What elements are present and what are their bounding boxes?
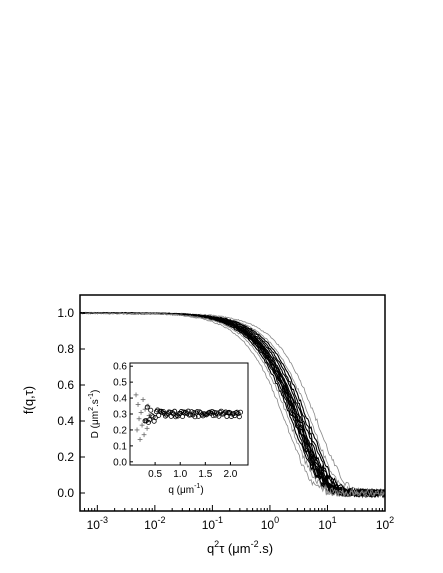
inset-cross-point	[134, 427, 140, 433]
main-x-axis-label: q2τ (μm-2.s)	[207, 539, 273, 556]
inset: 0.0 0.1 0.2 0.3 0.4 0.5 0.6 0.5 1.0 1.5 2.0 D (μm…	[88, 362, 249, 496]
main-x-tick-label: 10-2	[144, 515, 165, 532]
inset-cross-point	[133, 392, 139, 398]
main-x-tick-label: 100	[261, 515, 279, 532]
main-x-axis: 10-3 10-2 10-1 100 101 102	[79, 505, 394, 532]
inset-cross-point	[145, 403, 151, 409]
inset-y-tick-label: 0.5	[113, 378, 127, 389]
inset-x-axis: 0.5 1.0 1.5 2.0	[148, 462, 238, 480]
inset-circle-point	[187, 412, 193, 418]
inset-circle-point	[236, 414, 242, 420]
inset-points	[133, 392, 243, 442]
main-curve	[79, 312, 386, 498]
inset-circle-point	[152, 415, 158, 421]
inset-y-axis: 0.0 0.1 0.2 0.3 0.4 0.5 0.6	[113, 362, 133, 468]
inset-cross-point	[137, 437, 143, 442]
inset-y-tick-label: 0.3	[113, 410, 127, 421]
inset-cross-point	[138, 410, 144, 415]
inset-x-tick-label: 1.0	[173, 469, 187, 480]
inset-y-axis-label: D (μm2.s-1)	[88, 390, 101, 439]
inset-circle-point	[148, 407, 154, 413]
inset-circle-point	[173, 414, 179, 420]
main-y-axis-label: f(q,τ)	[21, 386, 36, 414]
main-y-tick-label: 1.0	[57, 306, 74, 320]
inset-circle-point	[147, 417, 153, 423]
inset-circle-point	[144, 404, 150, 410]
inset-circle-point	[189, 409, 195, 415]
inset-y-tick-label: 0.4	[113, 394, 127, 405]
inset-circle-point	[180, 414, 186, 420]
inset-cross-point	[136, 416, 142, 422]
inset-circle-point	[234, 409, 240, 415]
main-x-tick-label: 10-3	[87, 515, 108, 532]
main-plot-frame	[79, 294, 386, 512]
main-x-tick-label: 102	[376, 515, 394, 532]
inset-cross-point	[146, 413, 152, 418]
main-y-tick-label: 0.4	[57, 414, 74, 428]
inset-cross-point	[141, 432, 147, 438]
inset-x-tick-label: 2.0	[223, 469, 237, 480]
main-y-axis: 0.0 0.2 0.4 0.6 0.8 1.0	[57, 306, 85, 500]
inset-cross-point	[140, 397, 146, 403]
main-x-tick-label: 101	[318, 515, 336, 532]
inset-x-axis-label: q (μm-1)	[168, 483, 203, 496]
main-y-tick-label: 0.0	[57, 486, 74, 500]
inset-circle-point	[158, 408, 164, 414]
inset-y-tick-label: 0.1	[113, 441, 127, 452]
main-x-tick-label: 10-1	[202, 515, 223, 532]
inset-circle-point	[194, 409, 200, 415]
inset-circle-point	[237, 409, 243, 415]
main-curves	[79, 311, 386, 499]
main-y-tick-label: 0.6	[57, 378, 74, 392]
inset-circle-point	[223, 409, 229, 415]
inset-y-tick-label: 0.2	[113, 425, 127, 436]
inset-cross-point	[135, 402, 141, 407]
inset-circle-point	[222, 410, 228, 416]
inset-y-tick-label: 0.6	[113, 362, 127, 373]
inset-circle-point	[210, 413, 216, 419]
inset-cross-point	[139, 422, 145, 428]
inset-cross-point	[144, 425, 150, 431]
inset-circle-point	[172, 408, 178, 414]
inset-y-tick-label: 0.0	[113, 457, 127, 468]
main-y-tick-label: 0.8	[57, 342, 74, 356]
inset-x-tick-label: 0.5	[148, 469, 162, 480]
inset-circle-point	[145, 419, 151, 425]
inset-x-tick-label: 1.5	[198, 469, 212, 480]
inset-circle-point	[214, 410, 220, 416]
main-y-tick-label: 0.2	[57, 450, 74, 464]
